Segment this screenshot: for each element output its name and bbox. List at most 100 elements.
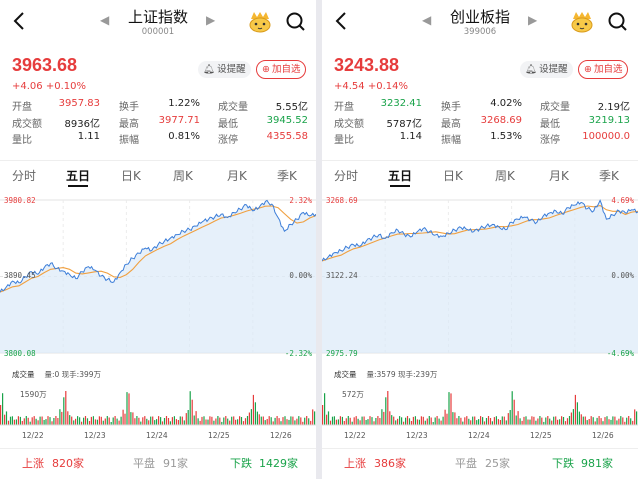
volume-bar — [480, 416, 482, 425]
volume-bar — [586, 420, 588, 425]
volume-bar — [566, 418, 569, 425]
volume-bar — [333, 416, 335, 425]
volume-bar — [92, 416, 94, 425]
volume-bar — [156, 419, 158, 425]
stat-label: 最高 — [119, 118, 139, 130]
volume-bar — [69, 415, 71, 425]
stat-value: 3219.13 — [588, 114, 630, 126]
volume-bar — [389, 411, 391, 425]
tab-0[interactable]: 分时 — [12, 169, 37, 183]
back-arrow-icon[interactable] — [10, 9, 30, 33]
add-watchlist-button[interactable]: ⊕ 加自选 — [256, 60, 307, 79]
volume-bar — [221, 421, 223, 425]
tab-5[interactable]: 季K — [277, 169, 297, 183]
volume-bar — [391, 415, 393, 425]
tab-3[interactable]: 周K — [495, 169, 515, 183]
volume-bar — [134, 418, 136, 425]
prev-index-arrow-icon[interactable]: ◀ — [100, 13, 110, 27]
volume-bar — [203, 416, 205, 425]
stat-value: 3977.71 — [158, 114, 200, 126]
quote-stats: 开盘 3232.41 换手 4.02% 成交量 2.19亿 成交额 5787亿 最高 3268.6… — [334, 98, 630, 148]
volume-bar — [547, 416, 549, 425]
x-axis-tick-label: 12/26 — [592, 431, 614, 440]
x-axis-tick-label: 12/22 — [22, 431, 44, 440]
volume-bar — [329, 420, 332, 425]
tab-0[interactable]: 分时 — [334, 169, 359, 183]
stat-label: 最低 — [540, 118, 560, 130]
stats-row: 量比 1.11 振幅 0.81% 涨停 4355.58 — [12, 131, 308, 148]
next-index-arrow-icon[interactable]: ▶ — [206, 13, 216, 27]
next-index-arrow-icon[interactable]: ▶ — [528, 13, 538, 27]
stat-label: 最低 — [218, 118, 238, 130]
set-alert-button[interactable]: 🔔︎ 设提醒 — [198, 61, 251, 78]
panel-sse-composite: ◀ 上证指数 000001 ▶ 3963.68 +4.06 +0.10% 🔔︎ 设… — [0, 0, 316, 479]
volume-header: 成交量 量:3579 现手:239万 — [334, 369, 437, 380]
search-icon[interactable] — [285, 11, 307, 33]
stat-label: 振幅 — [119, 135, 139, 146]
volume-bar — [5, 411, 8, 425]
volume-bar — [533, 416, 535, 425]
stat-value: 100000.0 — [582, 131, 630, 142]
volume-bar — [96, 419, 98, 425]
volume-detail: 量:3579 现手:239万 — [366, 370, 438, 379]
quote-stats: 开盘 3957.83 换手 1.22% 成交量 5.55亿 成交额 8936亿 最高 3977.7… — [12, 98, 308, 148]
volume-bar — [55, 416, 57, 425]
volume-bar — [612, 416, 614, 425]
volume-bar — [401, 417, 403, 425]
volume-bar — [290, 416, 292, 425]
set-alert-button[interactable]: 🔔︎ 设提醒 — [520, 61, 573, 78]
mascot-icon[interactable] — [248, 11, 272, 33]
volume-bar — [525, 416, 527, 425]
bell-icon: 🔔︎ — [203, 64, 216, 75]
tab-1[interactable]: 五日 — [66, 169, 91, 183]
volume-bar — [553, 416, 555, 425]
mascot-icon[interactable] — [570, 11, 594, 33]
stat-value: 5787亿 — [386, 118, 422, 130]
stat-label: 换手 — [119, 102, 139, 113]
volume-bar — [304, 417, 306, 425]
volume-bar — [505, 420, 507, 425]
unchanged-count: 91家 — [163, 457, 188, 470]
last-price: 3243.88 — [334, 55, 400, 75]
volume-bar — [395, 420, 397, 425]
volume-bar — [98, 416, 100, 425]
volume-bar — [152, 416, 154, 425]
decliners-label: 下跌 — [230, 457, 252, 470]
intraday-five-day-chart[interactable]: 3980.82 3890.45 3800.08 2.32% 0.00% -2.3… — [0, 187, 316, 362]
back-arrow-icon[interactable] — [332, 9, 352, 33]
volume-bar — [33, 416, 35, 425]
volume-bar — [219, 417, 221, 425]
search-icon[interactable] — [607, 11, 629, 33]
tab-4[interactable]: 月K — [227, 169, 247, 183]
volume-bar — [300, 417, 302, 425]
tab-3[interactable]: 周K — [173, 169, 193, 183]
tab-4[interactable]: 月K — [549, 169, 569, 183]
volume-bar — [521, 420, 523, 425]
tab-5[interactable]: 季K — [599, 169, 619, 183]
volume-bar — [102, 420, 104, 425]
volume-bar — [363, 416, 365, 425]
stat-label: 振幅 — [441, 135, 461, 146]
tab-2[interactable]: 日K — [443, 169, 463, 183]
volume-bar — [616, 420, 618, 425]
volume-bar — [430, 417, 432, 425]
prev-index-arrow-icon[interactable]: ◀ — [422, 13, 432, 27]
volume-bar — [284, 416, 286, 425]
add-watchlist-button[interactable]: ⊕ 加自选 — [578, 60, 629, 79]
chart-period-tabs: 分时 五日 日K 周K 月K 季K — [0, 160, 316, 187]
volume-bars-chart[interactable] — [0, 381, 316, 427]
volume-bar — [150, 416, 152, 425]
volume-bar — [438, 418, 440, 425]
volume-bar — [84, 416, 87, 425]
volume-bars-chart[interactable] — [322, 381, 638, 427]
volume-bar — [337, 419, 339, 425]
price-line-plot — [0, 199, 316, 354]
panel-divider — [316, 0, 322, 479]
market-breadth-bar: 上涨 386家 平盘 25家 下跌 981家 — [322, 448, 638, 472]
tab-1[interactable]: 五日 — [388, 169, 413, 183]
volume-bar — [432, 422, 434, 425]
volume-bar — [361, 416, 363, 425]
volume-title: 成交量 — [12, 370, 35, 379]
intraday-five-day-chart[interactable]: 3268.69 3122.24 2975.79 4.69% 0.00% -4.6… — [322, 187, 638, 362]
tab-2[interactable]: 日K — [121, 169, 141, 183]
